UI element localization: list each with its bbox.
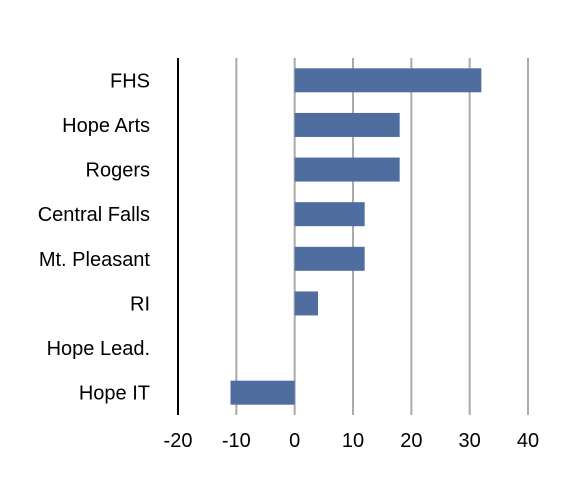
- x-tick-label: 0: [289, 430, 300, 452]
- category-label: Rogers: [86, 160, 150, 182]
- bar: [294, 112, 400, 137]
- category-label: Hope IT: [79, 383, 150, 405]
- x-tick-label: 40: [517, 430, 539, 452]
- category-label: RI: [130, 293, 150, 315]
- category-label: Hope Lead.: [47, 338, 150, 360]
- category-label: FHS: [110, 70, 150, 92]
- bar: [294, 291, 318, 316]
- bar: [294, 246, 365, 271]
- x-tick-label: -20: [164, 430, 193, 452]
- category-label: Central Falls: [38, 204, 150, 226]
- x-tick-labels: -20 -10 0 10 20 30 40: [164, 430, 540, 452]
- category-label: Hope Arts: [62, 115, 150, 137]
- bar: [230, 380, 295, 405]
- bar: [294, 202, 365, 227]
- bars: [230, 68, 482, 405]
- bar: [294, 68, 482, 93]
- x-tick-label: 30: [459, 430, 481, 452]
- grid-lines: [235, 58, 529, 415]
- x-tick-label: 20: [400, 430, 422, 452]
- x-tick-label: 10: [342, 430, 364, 452]
- x-tick-label: -10: [222, 430, 251, 452]
- category-labels: FHS Hope Arts Rogers Central Falls Mt. Pleas…: [38, 70, 151, 404]
- bar: [294, 157, 400, 182]
- category-label: Mt. Pleasant: [39, 249, 151, 271]
